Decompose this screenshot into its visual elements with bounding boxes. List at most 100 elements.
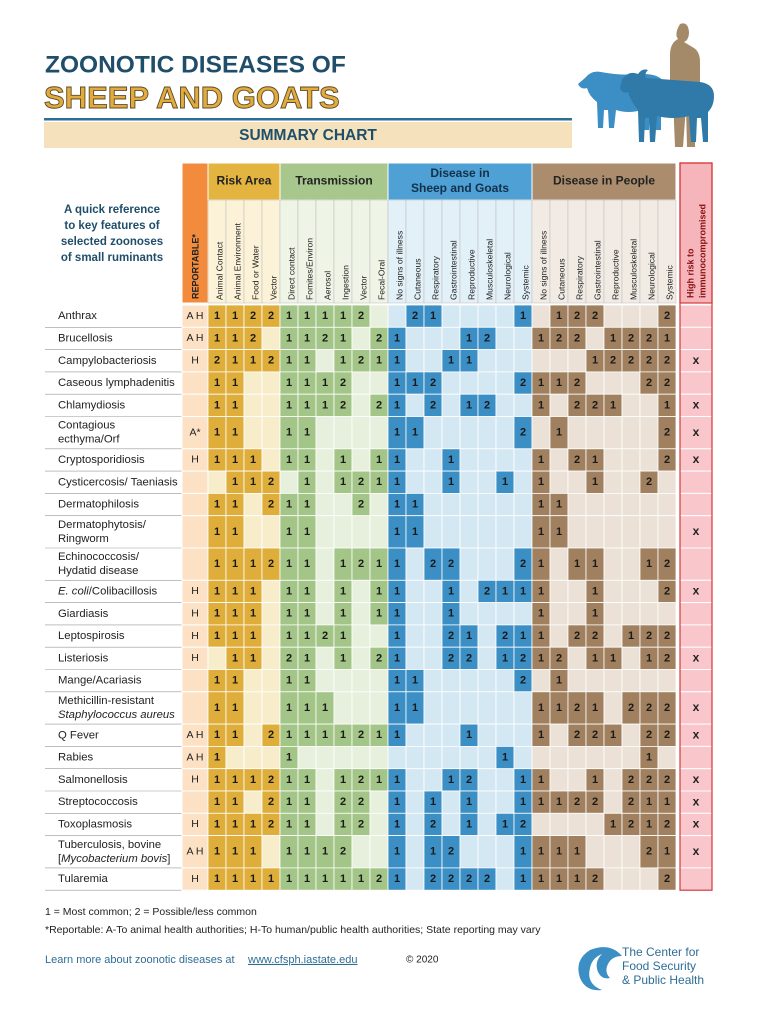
cell-value: 1 <box>394 558 400 570</box>
column-label: Ingestion <box>340 265 350 300</box>
cell-value: 1 <box>538 652 544 664</box>
cell <box>333 691 353 725</box>
cell <box>495 602 515 626</box>
cell-value: 2 <box>358 355 364 367</box>
cell-value: 2 <box>592 630 598 642</box>
cell-value: 2 <box>556 332 562 344</box>
cell <box>243 723 263 747</box>
cell-value: 1 <box>340 774 346 786</box>
cell-value: 2 <box>628 818 634 830</box>
cell-value: 1 <box>448 774 454 786</box>
cell <box>657 746 677 770</box>
cell-value: 1 <box>538 558 544 570</box>
group-title: Transmission <box>295 174 372 188</box>
cell <box>621 470 641 494</box>
cell <box>423 768 443 792</box>
cell-value: 1 <box>376 774 382 786</box>
cell <box>351 835 371 869</box>
cell <box>459 691 479 725</box>
cell-value: 1 <box>520 585 526 597</box>
cell-value: 1 <box>538 846 544 858</box>
cell <box>657 602 677 626</box>
column-label: Neurological <box>646 252 656 300</box>
cell-value: 1 <box>556 873 562 885</box>
cell-value: 1 <box>448 608 454 620</box>
cell <box>387 304 407 328</box>
cell-value: 2 <box>376 399 382 411</box>
cell-value: 1 <box>232 355 238 367</box>
cell <box>477 492 497 517</box>
cell <box>351 669 371 693</box>
name-part: Hydatid disease <box>58 565 138 577</box>
url-link[interactable]: www.cfsph.iastate.edu <box>247 954 357 966</box>
cell-value: 1 <box>286 774 292 786</box>
cell <box>315 812 335 836</box>
cell <box>261 746 281 770</box>
reportable-value: H <box>191 652 199 664</box>
cell <box>423 746 443 770</box>
cell-value: 1 <box>214 454 220 466</box>
cell <box>459 470 479 494</box>
cell-value: 1 <box>502 818 508 830</box>
cell-value: 1 <box>376 558 382 570</box>
cell <box>405 790 425 814</box>
cell-value: 1 <box>304 873 310 885</box>
cell <box>405 547 425 581</box>
cell-value: 1 <box>214 526 220 538</box>
cell <box>261 602 281 626</box>
cell <box>261 691 281 725</box>
cell <box>405 393 425 417</box>
cell-value: 1 <box>592 558 598 570</box>
cell-value: 2 <box>358 498 364 510</box>
cell-value: 2 <box>448 630 454 642</box>
cell-value: 2 <box>664 355 670 367</box>
column-label: Direct contact <box>286 247 296 300</box>
cell-value: 1 <box>610 818 616 830</box>
cell <box>369 492 389 517</box>
cell-value: 2 <box>484 399 490 411</box>
cell-value: 1 <box>250 652 256 664</box>
cell-value: 1 <box>412 427 418 439</box>
cell-value: 2 <box>358 558 364 570</box>
name-part: Ringworm <box>58 533 109 545</box>
name-part: Giardiasis <box>58 608 109 620</box>
cell <box>603 579 623 603</box>
cell-value: 1 <box>664 846 670 858</box>
reportable-cell <box>181 669 209 693</box>
cell-value: 1 <box>592 774 598 786</box>
cell <box>459 515 479 549</box>
cell <box>495 547 515 581</box>
cell-value: 1 <box>214 608 220 620</box>
cell-value: 2 <box>628 355 634 367</box>
cell-value: 1 <box>466 399 472 411</box>
cell-value: 1 <box>232 310 238 322</box>
cell-value: 1 <box>664 332 670 344</box>
cell <box>369 835 389 869</box>
cell-value: 2 <box>646 729 652 741</box>
cell-value: 2 <box>376 652 382 664</box>
cell-value: 2 <box>574 454 580 466</box>
cell-value: 1 <box>214 702 220 714</box>
cell-value: 2 <box>574 630 580 642</box>
cell <box>621 746 641 770</box>
name-part: ecthyma/Orf <box>58 434 120 446</box>
cell <box>405 746 425 770</box>
cell <box>477 691 497 725</box>
cell <box>585 416 605 450</box>
cell-value: 1 <box>466 630 472 642</box>
reportable-value: H <box>191 454 199 466</box>
cell-value: 2 <box>448 873 454 885</box>
cell <box>423 691 443 725</box>
cell-value: 2 <box>664 585 670 597</box>
cell <box>459 492 479 517</box>
cell-value: 1 <box>592 608 598 620</box>
name-part: Contagious <box>58 420 116 432</box>
cell <box>621 304 641 328</box>
cell <box>441 790 461 814</box>
cell <box>513 349 533 373</box>
org-name: Food Security <box>622 959 696 973</box>
cell <box>423 326 443 350</box>
reportable-cell <box>181 492 209 517</box>
high-risk-value: x <box>693 651 700 665</box>
